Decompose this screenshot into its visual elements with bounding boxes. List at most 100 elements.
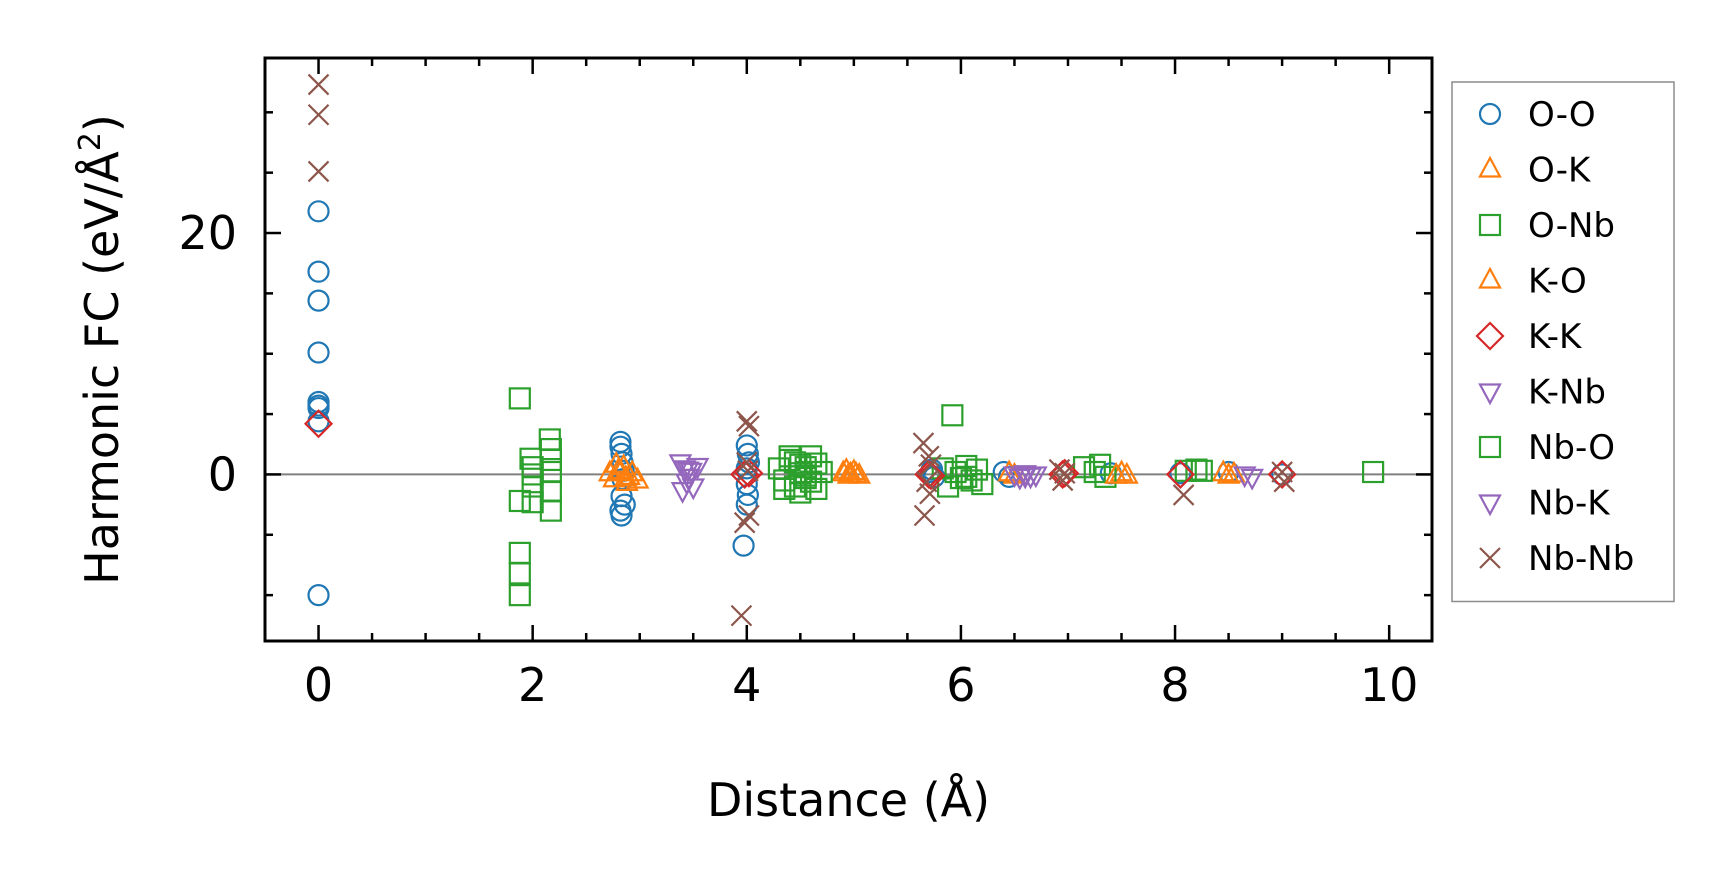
point-o-o-6 [307,396,330,420]
point-k-nb-7 [670,482,695,504]
point-nb-nb-6 [736,451,758,474]
legend-label-o-nb: O-Nb [1528,206,1615,246]
legend-marker-nb-o [1478,435,1502,459]
y-axis-label-superscript: 2 [73,132,108,151]
point-o-nb-29 [773,477,796,501]
point-nb-nb-10 [912,432,935,454]
legend-label-nb-k: Nb-K [1528,484,1611,524]
point-o-o-3 [307,341,330,364]
point-nb-nb-5 [738,415,760,437]
point-k-nb-13 [1232,466,1257,489]
point-o-k-13 [834,456,859,479]
legend-marker-nb-nb [1479,547,1501,569]
legend-marker-o-k [1478,155,1502,178]
point-o-nb-9 [521,456,544,479]
point-nb-nb-2 [307,160,330,183]
point-o-nb-0 [508,387,531,410]
tick-labels: 0 2 4 6 8 10 0 20 [178,206,1418,712]
point-k-k-6 [1050,458,1080,488]
point-k-o-0 [608,458,633,481]
point-o-o-8 [307,584,330,607]
point-o-nb-3 [508,562,531,585]
y-axis-label-main: Harmonic FC (eV/Å [75,151,129,585]
legend-label-nb-o: Nb-O [1528,428,1615,468]
point-k-k-4 [916,461,946,491]
point-nb-nb-1 [307,103,330,126]
point-nb-o-1 [955,465,978,488]
point-nb-nb-9 [737,460,759,482]
point-k-nb-9 [1007,468,1032,491]
point-o-o-20 [735,434,758,457]
legend-marker-k-k [1475,321,1505,351]
point-k-nb-14 [1240,468,1264,491]
series-k-nb [668,454,1264,504]
point-k-nb-6 [679,462,703,485]
point-o-nb-50 [1362,460,1385,484]
series-nb-o [794,460,978,488]
point-nb-nb-15 [919,482,941,505]
point-k-o-1 [613,464,638,487]
point-nb-nb-21 [1271,461,1293,483]
legend-label-k-nb: K-Nb [1528,373,1606,413]
legend: O-O O-K O-Nb K-O K-K K-Nb Nb-O Nb-K Nb-Nb [1451,81,1675,603]
point-nb-nb-7 [738,504,760,527]
series-k-o [608,458,1129,487]
point-nb-nb-14 [913,504,936,527]
point-o-nb-49 [1190,459,1213,482]
point-o-o-18 [610,504,633,527]
data-points [303,73,1385,627]
point-k-k-7 [1165,459,1195,489]
series-nb-k [676,461,1038,490]
legend-label-o-k: O-K [1528,151,1592,191]
y-tick-label: 0 [208,447,237,501]
legend-marker-nb-k [1478,494,1502,517]
x-tick-label: 2 [518,658,547,712]
point-o-o-16 [613,493,636,516]
point-k-o-3 [1104,461,1129,484]
x-tick-label: 8 [1160,658,1189,712]
point-o-o-0 [307,200,330,223]
x-tick-label: 6 [946,658,975,712]
point-o-k-15 [997,459,1021,482]
point-nb-nb-12 [920,453,942,476]
point-nb-nb-11 [918,445,940,468]
point-o-nb-15 [539,499,562,522]
legend-label-k-o: K-O [1528,262,1587,302]
plot-frame [263,56,1434,643]
point-o-o-2 [307,289,330,312]
point-o-k-8 [615,469,639,491]
point-nb-nb-0 [307,73,330,96]
x-axis-label: Distance (Å) [707,773,990,827]
y-axis-label-close: ) [75,114,129,132]
legend-marker-k-nb [1478,383,1502,406]
point-o-o-1 [307,260,330,283]
point-o-o-19 [732,534,755,557]
point-o-k-19 [1211,459,1236,482]
legend-box [1451,81,1675,603]
point-k-o-2 [838,460,863,483]
point-o-nb-42 [971,472,994,496]
point-o-nb-48 [1185,458,1208,481]
legend-marker-o-o [1478,102,1502,126]
point-o-o-33 [1169,462,1192,485]
point-nb-k-0 [676,461,700,484]
legend-label-k-k: K-K [1528,317,1583,357]
point-o-nb-45 [1089,453,1112,476]
point-o-nb-46 [1094,465,1117,488]
point-nb-o-0 [794,460,817,484]
point-k-k-0 [303,409,334,439]
point-k-k-8 [1267,459,1297,489]
x-tick-label: 10 [1360,658,1419,712]
y-axis-label: Harmonic FC (eV/Å2) [73,114,129,585]
point-nb-nb-18 [1053,462,1076,484]
point-nb-nb-19 [1172,484,1195,506]
point-nb-nb-4 [736,410,758,433]
point-o-k-20 [1216,461,1241,484]
point-nb-nb-3 [730,604,753,627]
point-o-nb-4 [508,584,531,607]
series-nb-nb [307,73,1296,627]
x-tick-label: 4 [732,658,761,712]
point-o-nb-1 [508,489,531,513]
